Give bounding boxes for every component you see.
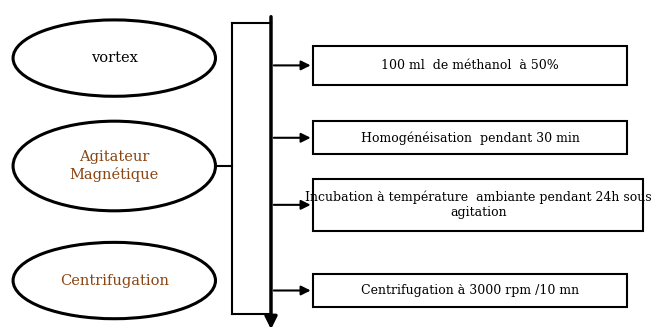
- Text: Centrifugation à 3000 rpm /10 mn: Centrifugation à 3000 rpm /10 mn: [361, 284, 579, 297]
- FancyBboxPatch shape: [313, 121, 627, 154]
- Text: Incubation à température  ambiante pendant 24h sous
agitation: Incubation à température ambiante pendan…: [305, 191, 652, 219]
- FancyBboxPatch shape: [313, 274, 627, 307]
- Text: 100 ml  de méthanol  à 50%: 100 ml de méthanol à 50%: [381, 59, 559, 72]
- Text: vortex: vortex: [91, 51, 138, 65]
- Text: Agitateur
Magnétique: Agitateur Magnétique: [70, 150, 159, 182]
- FancyBboxPatch shape: [313, 179, 643, 231]
- Text: Centrifugation: Centrifugation: [60, 274, 168, 288]
- FancyBboxPatch shape: [313, 46, 627, 85]
- Text: Homogénéisation  pendant 30 min: Homogénéisation pendant 30 min: [360, 131, 580, 144]
